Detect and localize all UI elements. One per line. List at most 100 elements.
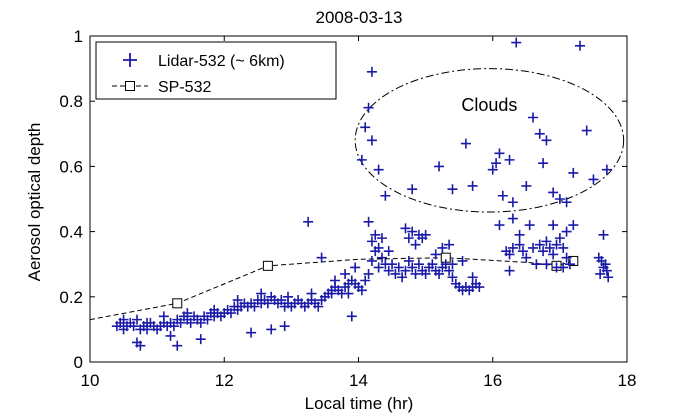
legend-label-sp: SP-532 — [158, 79, 211, 96]
lidar-point — [410, 239, 421, 250]
x-tick-label: 10 — [81, 371, 100, 390]
lidar-point — [400, 223, 411, 234]
lidar-point — [195, 334, 206, 345]
legend-plus-marker — [123, 53, 137, 67]
lidar-point — [507, 242, 518, 253]
lidar-point — [366, 66, 377, 77]
lidar-point — [279, 321, 290, 332]
lidar-point — [340, 268, 351, 279]
lidar-point — [541, 259, 552, 270]
lidar-point — [497, 190, 508, 201]
lidar-point — [511, 37, 522, 48]
lidar-point — [383, 265, 394, 276]
sp532-marker — [568, 255, 579, 266]
lidar-point — [128, 321, 139, 332]
x-tick-label: 14 — [349, 371, 368, 390]
lidar-point — [185, 317, 196, 328]
lidar-point — [588, 174, 599, 185]
lidar-point — [601, 164, 612, 175]
lidar-point — [534, 128, 545, 139]
axis-ticks: 10 12 14 16 18 0 0.2 0.4 0.6 0.8 1 — [59, 27, 636, 390]
lidar-point — [356, 154, 367, 165]
lidar-point — [564, 259, 575, 270]
lidar-point — [356, 285, 367, 296]
lidar-point — [410, 268, 421, 279]
lidar-point — [376, 233, 387, 244]
lidar-point — [514, 239, 525, 250]
lidar-point — [175, 317, 186, 328]
lidar-point — [370, 229, 381, 240]
y-tick-label: 0.8 — [59, 92, 83, 111]
lidar-point — [575, 40, 586, 51]
lidar-point — [142, 317, 153, 328]
x-tick-label: 16 — [483, 371, 502, 390]
lidar-point — [195, 317, 206, 328]
lidar-point — [544, 242, 555, 253]
lidar-point — [521, 180, 532, 191]
lidar-point — [491, 158, 502, 169]
lidar-point — [447, 259, 458, 270]
lidar-point — [598, 229, 609, 240]
lidar-point — [561, 226, 572, 237]
lidar-point — [283, 291, 294, 302]
lidar-point — [467, 272, 478, 283]
lidar-point — [517, 246, 528, 257]
lidar-point — [593, 252, 604, 263]
lidar-point — [548, 249, 559, 260]
legend-box — [95, 41, 337, 100]
lidar-point — [600, 259, 611, 270]
lidar-point — [531, 259, 542, 270]
lidar-point — [538, 158, 549, 169]
lidar-point — [168, 321, 179, 332]
lidar-point — [524, 220, 535, 231]
x-tick-label: 18 — [618, 371, 637, 390]
lidar-point — [447, 184, 458, 195]
lidar-point — [373, 242, 384, 253]
lidar-point — [437, 242, 448, 253]
lidar-point — [249, 301, 260, 312]
sp532-marker — [172, 298, 183, 309]
lidar-point — [434, 161, 445, 172]
lidar-point — [363, 268, 374, 279]
lidar-point — [561, 252, 572, 263]
lidar-point — [209, 304, 220, 315]
lidar-point — [504, 154, 515, 165]
lidar-point — [225, 308, 236, 319]
lidar-point — [400, 265, 411, 276]
legend-label-lidar: Lidar-532 (~ 6km) — [158, 53, 285, 70]
lidar-point — [360, 122, 371, 133]
lidar-point — [131, 314, 142, 325]
lidar-point — [256, 288, 267, 299]
lidar-point — [363, 216, 374, 227]
lidar-point — [430, 249, 441, 260]
lidar-point — [558, 242, 569, 253]
lidar-point — [534, 239, 545, 250]
lidar-point — [528, 242, 539, 253]
lidar-point — [548, 220, 559, 231]
lidar-point — [393, 262, 404, 273]
lidar-point — [182, 308, 193, 319]
lidar-point — [444, 265, 455, 276]
legend-square-marker — [125, 81, 135, 91]
x-axis-label: Local time (hr) — [305, 394, 414, 413]
lidar-point — [350, 262, 361, 273]
legend-item-lidar: Lidar-532 (~ 6km) — [123, 53, 285, 70]
lidar-point — [407, 184, 418, 195]
lidar-point — [568, 167, 579, 178]
lidar-point — [504, 265, 515, 276]
y-tick-label: 0.2 — [59, 288, 83, 307]
lidar-point — [246, 327, 257, 338]
lidar-point — [373, 262, 384, 273]
lidar-point — [363, 102, 374, 113]
lidar-point — [135, 340, 146, 351]
clouds-annotation: Clouds — [461, 95, 517, 115]
lidar-point — [276, 295, 287, 306]
lidar-point — [330, 275, 341, 286]
legend-item-sp: SP-532 — [112, 79, 211, 96]
lidar-point — [366, 255, 377, 266]
lidar-point — [504, 249, 515, 260]
clouds-ellipse — [354, 68, 625, 213]
lidar-point — [558, 262, 569, 273]
lidar-point — [383, 246, 394, 257]
